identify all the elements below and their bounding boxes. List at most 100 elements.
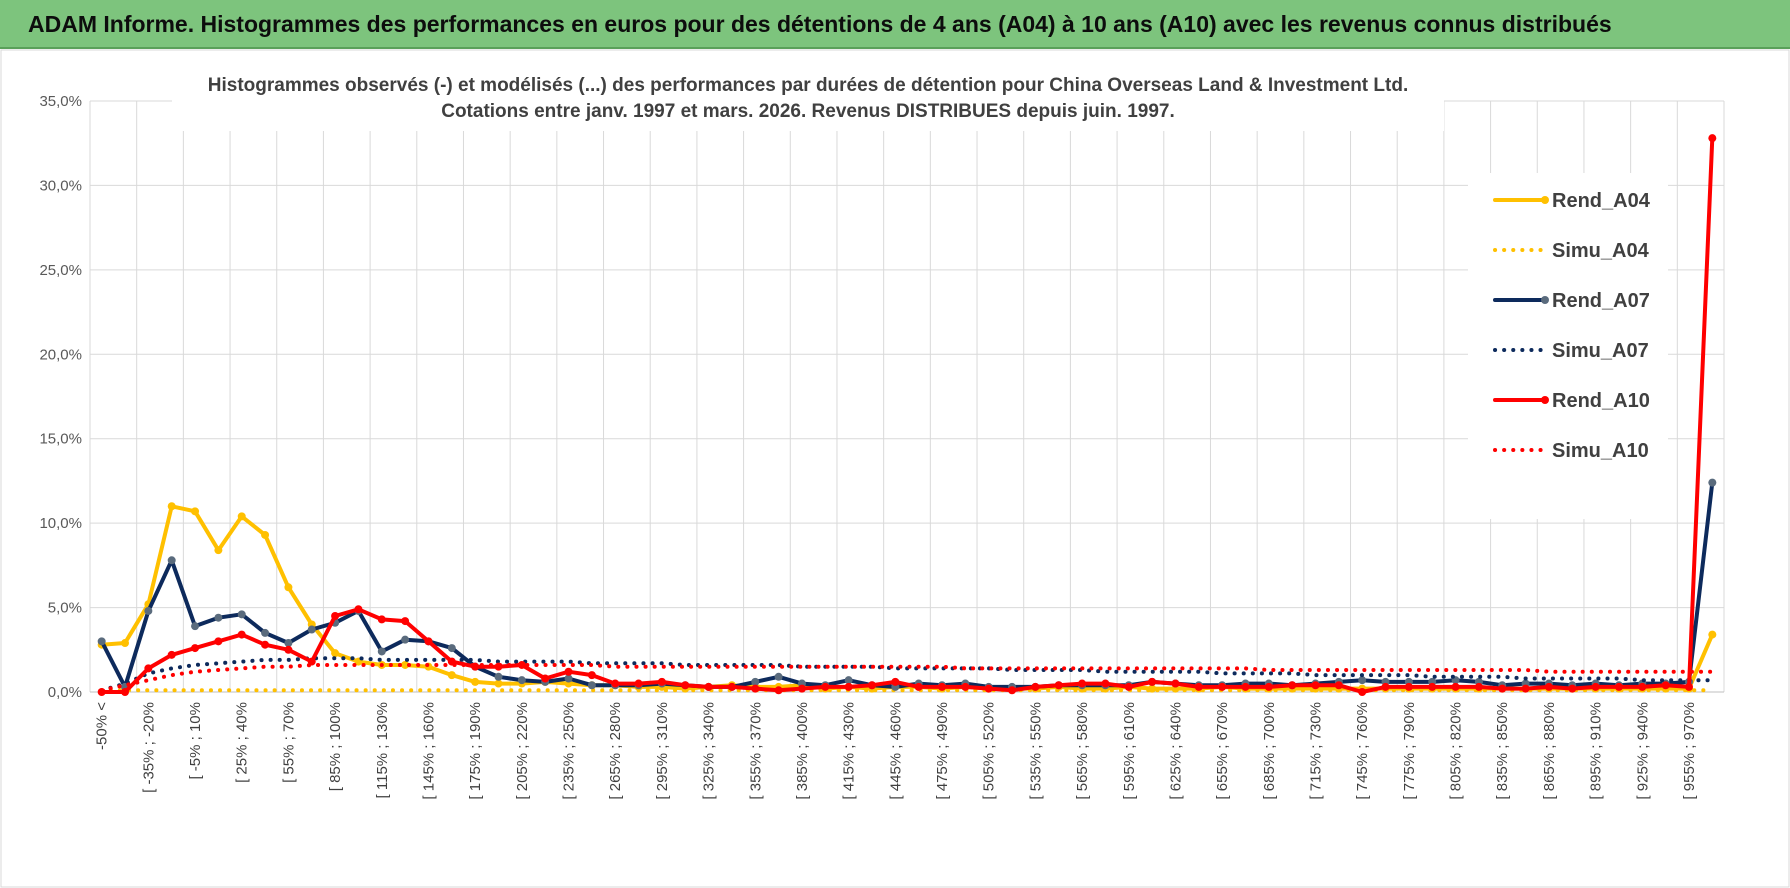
point-rend-a07 [214,613,223,622]
point-rend-a10 [611,679,620,688]
y-tick-label: 35,0% [39,93,82,110]
legend-label-simu-a04: Simu_A04 [1552,240,1650,262]
point-rend-a10 [1194,682,1203,691]
point-rend-a10 [564,667,573,676]
point-rend-a10 [191,644,200,653]
point-rend-a07 [587,681,596,690]
legend-item-rend-a10: Rend_A10 [1493,390,1650,412]
point-rend-a10 [1544,682,1553,691]
point-rend-a10 [797,684,806,693]
legend-label-simu-a07: Simu_A07 [1552,340,1649,362]
point-rend-a10 [1171,679,1180,688]
x-tick-label: [ 595% ; 610% [1121,702,1138,800]
legend-item-rend-a04: Rend_A04 [1493,190,1651,212]
y-tick-label: 30,0% [39,177,82,194]
point-rend-a10 [938,682,947,691]
x-tick-label: [ 445% ; 460% [887,702,904,800]
x-tick-label: [ 115% ; 130% [374,702,391,798]
point-rend-a04 [121,639,130,648]
legend-item-simu-a04: Simu_A04 [1493,240,1650,262]
legend-item-rend-a07: Rend_A07 [1493,290,1650,312]
point-rend-a10 [1638,682,1647,691]
x-tick-label: [ 265% ; 280% [607,702,624,800]
chart-frame: 0,0% 5,0% 10,0% 15,0% 20,0% 25,0% 30,0% 35,0% -… [0,49,1790,888]
point-rend-a07 [97,637,106,646]
point-rend-a07 [494,672,503,681]
point-rend-a07 [751,677,760,686]
x-tick-label: [ 895% ; 910% [1588,702,1605,800]
point-rend-a10 [681,681,690,690]
point-rend-a07 [284,639,293,648]
point-rend-a10 [844,682,853,691]
x-tick-label: [ 865% ; 880% [1541,702,1558,800]
point-rend-a10 [284,645,293,654]
point-rend-a10 [424,637,433,646]
x-tick-label: [ 655% ; 670% [1214,702,1231,800]
point-rend-a10 [1101,679,1110,688]
legend-item-simu-a07: Simu_A07 [1493,340,1649,362]
legend-label-simu-a10: Simu_A10 [1552,440,1649,462]
point-rend-a04 [261,530,270,539]
point-rend-a10 [751,684,760,693]
legend-marker-rend-a04 [1541,196,1549,204]
legend-label-rend-a07: Rend_A07 [1552,290,1650,312]
point-rend-a10 [704,682,713,691]
point-rend-a10 [914,682,923,691]
chart-subtitle: Cotations entre janv. 1997 et mars. 2026… [441,101,1175,122]
y-tick-label: 0,0% [48,684,82,701]
chart-legend: Rend_A04 Simu_A04 Rend_A07 Simu_A07 Rend_A10… [1493,190,1651,462]
point-rend-a04 [284,583,293,592]
y-tick-label: 25,0% [39,262,82,279]
histogram-chart: 0,0% 5,0% 10,0% 15,0% 20,0% 25,0% 30,0% 35,0% -… [0,49,1790,888]
point-rend-a10 [121,688,130,696]
point-rend-a10 [1474,682,1483,691]
point-rend-a10 [1428,682,1437,691]
x-tick-label: [ 325% ; 340% [701,702,718,800]
point-rend-a07 [144,606,153,615]
report-title: ADAM Informe. Histogrammes des performan… [28,11,1612,37]
x-tick-label: [ 805% ; 820% [1448,702,1465,800]
point-rend-a10 [1381,682,1390,691]
point-rend-a10 [1568,684,1577,693]
x-tick-label: [ 175% ; 190% [467,702,484,800]
x-tick-label: [ 955% ; 970% [1681,702,1698,800]
y-tick-label: 20,0% [39,346,82,363]
point-rend-a10 [1124,682,1133,691]
point-rend-a10 [214,637,223,646]
point-rend-a10 [821,682,830,691]
x-tick-label: [ -5% ; 10% [187,702,204,780]
x-tick-label: [ 295% ; 310% [654,702,671,800]
point-rend-a07 [261,628,270,637]
point-rend-a10 [167,650,176,659]
point-rend-a10 [1288,681,1297,690]
point-rend-a10 [237,630,246,639]
x-tick-label: [ 85% ; 100% [327,702,344,791]
point-rend-a07 [307,625,316,634]
series-line-rend-a10 [99,136,1715,694]
point-rend-a10 [541,674,550,683]
point-rend-a04 [494,679,503,688]
point-rend-a07 [1708,478,1717,487]
point-rend-a10 [984,684,993,693]
point-rend-a04 [447,671,456,680]
x-tick-label: [ 565% ; 580% [1074,702,1091,800]
point-rend-a10 [1661,681,1670,690]
point-rend-a10 [1334,681,1343,690]
legend-marker-rend-a07 [1541,296,1549,304]
point-rend-a04 [167,502,176,511]
x-tick-label: [ 355% ; 370% [747,702,764,800]
series-line-simu-a07 [99,656,1715,693]
point-rend-a07 [191,622,200,631]
point-rend-a10 [261,640,270,649]
x-tick-label: [ 505% ; 520% [981,702,998,800]
y-tick-label: 15,0% [39,431,82,448]
legend-label-rend-a04: Rend_A04 [1552,190,1651,212]
point-rend-a07 [564,674,573,683]
point-rend-a10 [1591,682,1600,691]
point-rend-a10 [1008,686,1017,695]
point-rend-a10 [587,671,596,680]
point-rend-a10 [1311,681,1320,690]
x-tick-label: [ 745% ; 760% [1354,702,1371,800]
x-tick-label: [ 715% ; 730% [1308,702,1325,800]
point-rend-a10 [517,660,526,669]
